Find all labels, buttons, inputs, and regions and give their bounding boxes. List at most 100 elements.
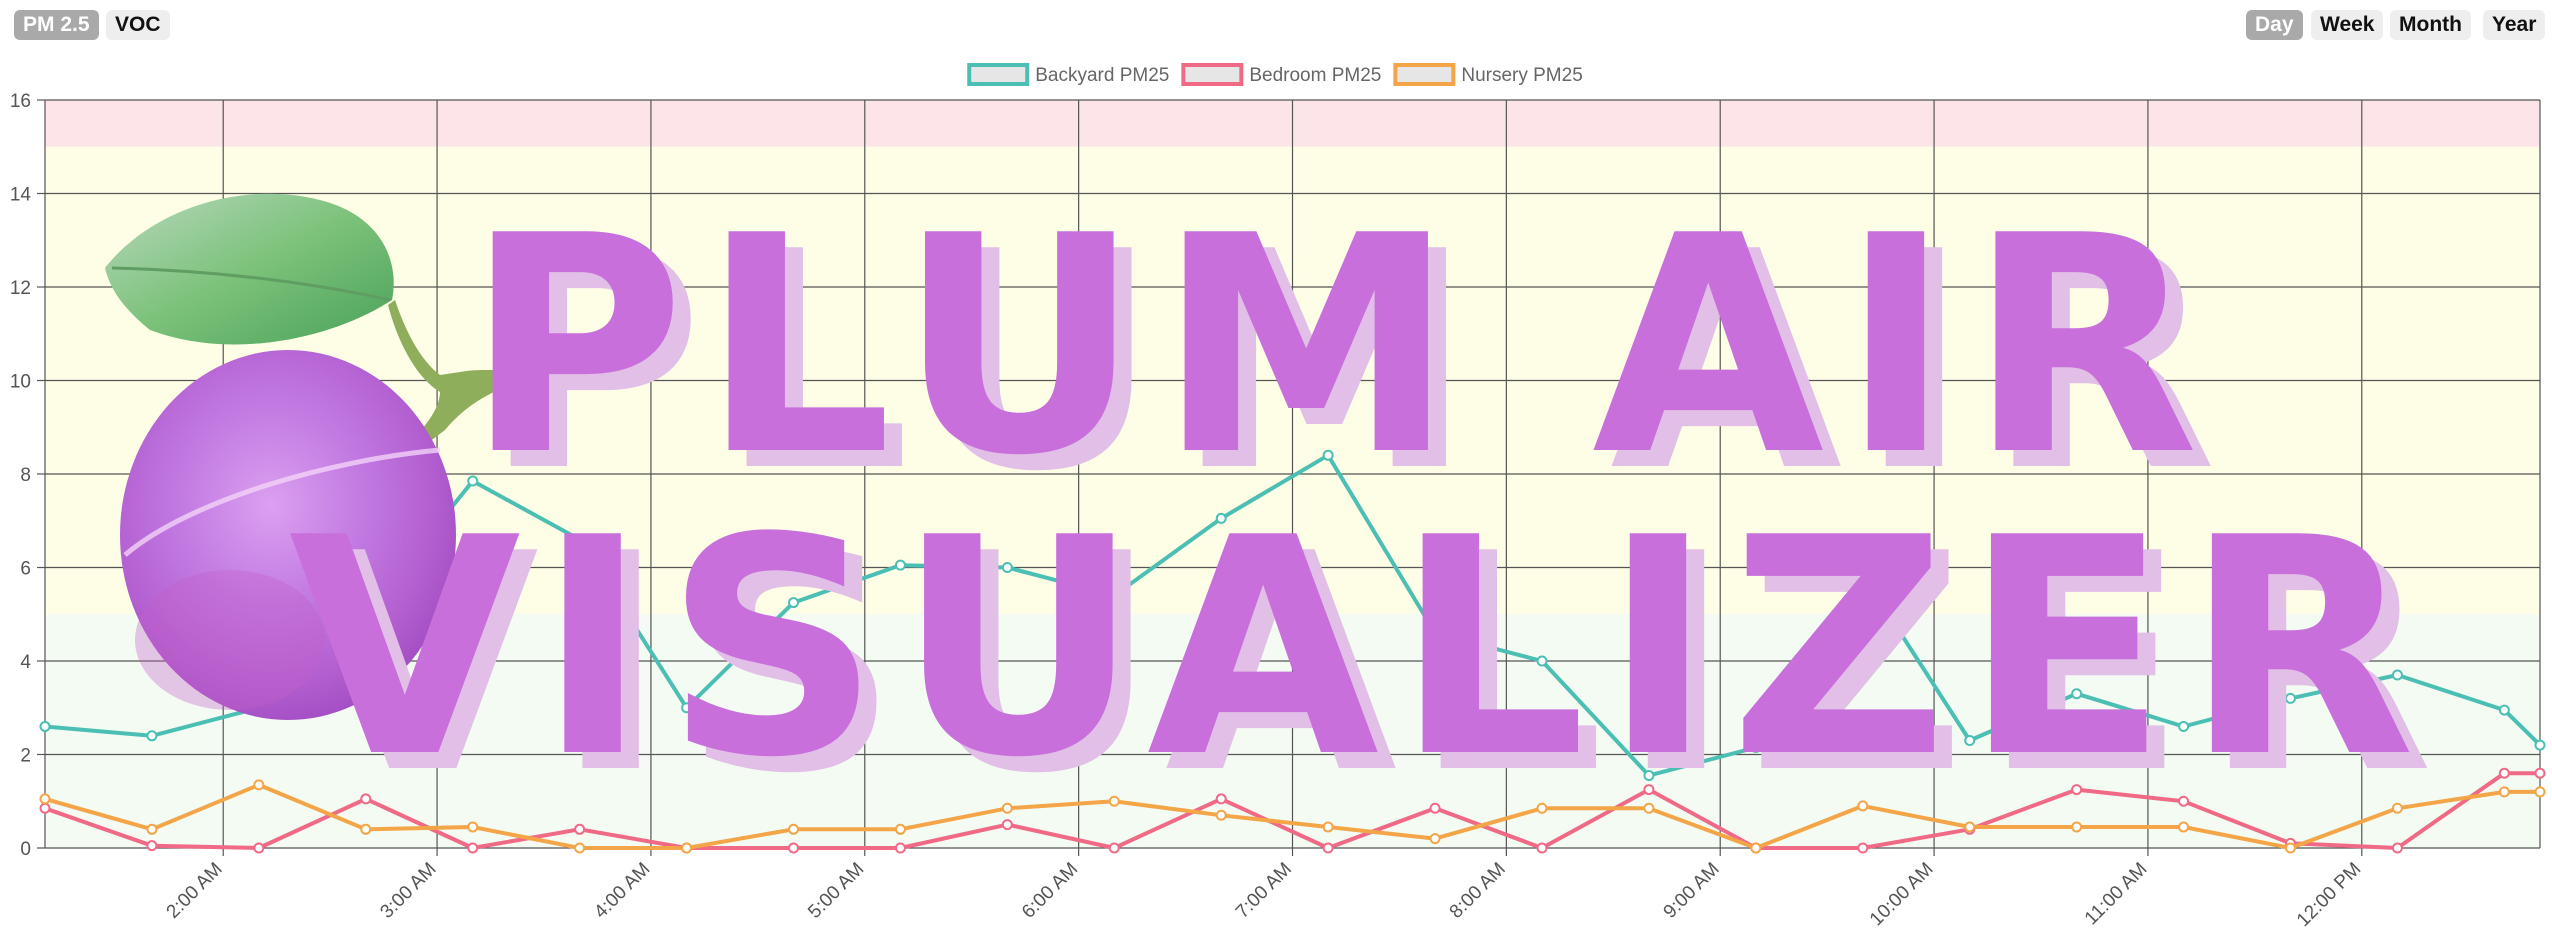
data-point-backyard-pm25: [2498, 704, 2510, 716]
x-axis-ticks: 2:00 AM 3:00 AM 4:00 AM 5:00 AM 6:00 AM 7:00 …: [163, 848, 2365, 931]
x-tick-label: 11:00 AM: [2081, 859, 2152, 930]
data-point-nursery-pm25: [1857, 800, 1869, 812]
data-point-bedroom-pm25: [2498, 767, 2510, 779]
data-point-bedroom-pm25: [1643, 784, 1655, 796]
data-point-bedroom-pm25: [1857, 842, 1869, 854]
data-point-backyard-pm25: [1857, 569, 1869, 581]
x-tick-label: 8:00 AM: [1446, 859, 1510, 923]
banner-title-line1: PLUM AIR: [465, 172, 2215, 521]
data-point-nursery-pm25: [2391, 802, 2403, 814]
data-point-backyard-pm25: [1536, 655, 1548, 667]
y-tick-label: 12: [10, 278, 31, 299]
data-point-nursery-pm25: [1643, 802, 1655, 814]
y-tick-label: 10: [10, 372, 31, 393]
data-point-nursery-pm25: [1322, 821, 1334, 833]
data-point-nursery-pm25: [2534, 786, 2546, 798]
data-point-bedroom-pm25: [39, 802, 51, 814]
data-point-bedroom-pm25: [253, 842, 265, 854]
data-point-bedroom-pm25: [1001, 819, 1013, 831]
data-point-nursery-pm25: [2285, 842, 2296, 854]
data-point-backyard-pm25: [146, 730, 158, 742]
data-point-bedroom-pm25: [574, 823, 586, 835]
svg-text:VISUALIZER: VISUALIZER: [307, 490, 2450, 839]
data-point-backyard-pm25: [2071, 688, 2083, 700]
data-point-nursery-pm25: [788, 823, 799, 835]
data-point-nursery-pm25: [1536, 802, 1548, 814]
data-point-bedroom-pm25: [894, 842, 906, 854]
chart-series: [39, 449, 2546, 854]
data-point-nursery-pm25: [146, 823, 158, 835]
data-point-bedroom-pm25: [1215, 793, 1227, 805]
range-month-button[interactable]: Month: [2390, 10, 2471, 40]
y-tick-label: 2: [20, 746, 31, 767]
data-point-bedroom-pm25: [2071, 784, 2083, 796]
chart-legend[interactable]: Backyard PM25 Bedroom PM25 Nursery PM25: [967, 63, 1583, 86]
banner-title: PLUM AIR PLUM AIR VISUALIZER VISUALIZER: [289, 172, 2450, 839]
data-point-nursery-pm25: [2071, 821, 2083, 833]
data-point-backyard-pm25: [1215, 512, 1227, 524]
data-point-backyard-pm25: [1429, 627, 1441, 639]
data-point-backyard-pm25: [2391, 669, 2403, 681]
legend-label-nursery-pm25: Nursery PM25: [1461, 65, 1582, 86]
data-point-bedroom-pm25: [1322, 842, 1334, 854]
data-point-nursery-pm25: [1215, 809, 1227, 821]
x-tick-label: 2:00 AM: [163, 859, 227, 923]
x-tick-label: 5:00 AM: [804, 859, 868, 923]
y-tick-label: 16: [10, 91, 31, 112]
data-point-nursery-pm25: [2178, 821, 2190, 833]
data-point-nursery-pm25: [467, 821, 479, 833]
data-point-backyard-pm25: [2178, 720, 2190, 732]
x-tick-label: 12:00 PM: [2293, 859, 2365, 931]
y-axis-ticks: 0 2 4 6 8 10 12 14 16: [10, 91, 45, 860]
data-point-bedroom-pm25: [2391, 842, 2403, 854]
y-tick-label: 6: [20, 559, 31, 580]
data-point-nursery-pm25: [1964, 821, 1976, 833]
data-point-bedroom-pm25: [2534, 767, 2546, 779]
data-point-backyard-pm25: [1964, 734, 1976, 746]
data-point-nursery-pm25: [574, 842, 586, 854]
data-point-nursery-pm25: [894, 823, 906, 835]
y-tick-label: 8: [20, 465, 31, 486]
x-tick-label: 3:00 AM: [376, 859, 440, 923]
x-tick-label: 7:00 AM: [1232, 859, 1296, 923]
data-point-bedroom-pm25: [467, 842, 479, 854]
data-point-backyard-pm25: [39, 720, 51, 732]
data-point-nursery-pm25: [1108, 795, 1120, 807]
data-point-backyard-pm25: [2534, 739, 2546, 751]
legend-swatch-backyard-pm25: [967, 63, 1030, 86]
data-point-backyard-pm25: [788, 597, 799, 609]
data-point-nursery-pm25: [1429, 833, 1441, 845]
data-point-bedroom-pm25: [788, 842, 799, 854]
tab-pm25[interactable]: PM 2.5: [14, 10, 99, 40]
data-point-nursery-pm25: [681, 842, 693, 854]
legend-label-bedroom-pm25: Bedroom PM25: [1249, 65, 1381, 86]
range-year-button[interactable]: Year: [2483, 10, 2546, 40]
x-tick-label: 10:00 AM: [1866, 859, 1938, 931]
data-point-nursery-pm25: [1001, 802, 1013, 814]
y-tick-label: 4: [20, 652, 31, 673]
banner-title-line2: VISUALIZER: [289, 474, 2432, 823]
data-point-backyard-pm25: [2285, 692, 2296, 704]
data-point-backyard-pm25: [1001, 562, 1013, 573]
data-point-backyard-pm25: [1750, 741, 1762, 753]
data-point-backyard-pm25: [1322, 449, 1334, 461]
data-point-bedroom-pm25: [2178, 795, 2190, 807]
tab-voc[interactable]: VOC: [106, 10, 170, 40]
range-day-button[interactable]: Day: [2246, 10, 2303, 40]
svg-text:PLUM AIR: PLUM AIR: [483, 188, 2233, 537]
y-tick-label: 14: [10, 185, 32, 206]
data-point-bedroom-pm25: [146, 840, 158, 852]
y-tick-label: 0: [20, 839, 31, 860]
data-point-nursery-pm25: [2498, 786, 2510, 798]
data-point-nursery-pm25: [39, 793, 51, 805]
x-tick-label: 9:00 AM: [1660, 859, 1724, 923]
x-tick-label: 6:00 AM: [1018, 859, 1082, 923]
data-point-nursery-pm25: [1750, 842, 1762, 854]
data-point-bedroom-pm25: [1108, 842, 1120, 854]
legend-swatch-nursery-pm25: [1393, 63, 1456, 86]
range-week-button[interactable]: Week: [2311, 10, 2384, 40]
x-tick-label: 4:00 AM: [590, 859, 654, 923]
data-point-bedroom-pm25: [1536, 842, 1548, 854]
data-point-backyard-pm25: [574, 533, 586, 545]
